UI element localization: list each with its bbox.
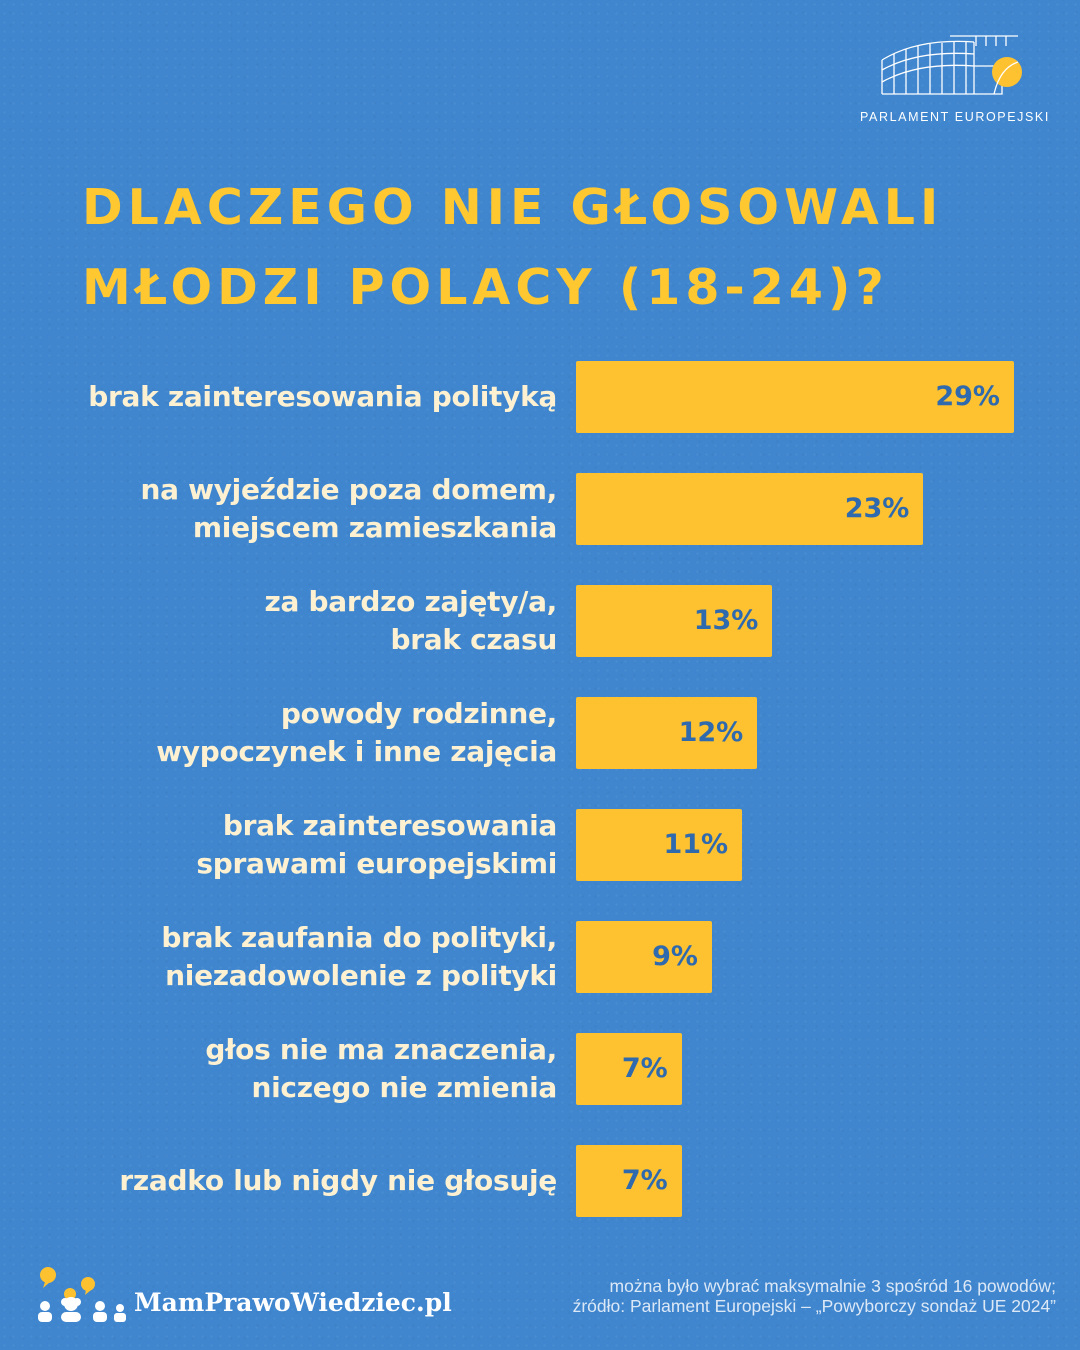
bar-value-label: 23% [844, 493, 910, 524]
bar-label: głos nie ma znaczenia, niczego nie zmieni… [60, 1031, 557, 1107]
bar: 29% [576, 361, 1014, 433]
bar-value-label: 9% [652, 941, 698, 972]
bar-label-line: powody rodzinne, [280, 697, 557, 730]
bar-label-line: niezadowolenie z polityki [165, 959, 557, 992]
brand-logo: MamPrawoWiedziec.pl [34, 1262, 452, 1322]
bar-value-label: 29% [935, 381, 1000, 412]
bar-label-line: głos nie ma znaczenia, [205, 1033, 557, 1066]
bar-value-label: 7% [621, 1165, 668, 1196]
title-line-2: MŁODZI POLACY (18-24)? [82, 259, 889, 316]
bar-label-line: sprawami europejskimi [196, 847, 557, 880]
bar-label-line: brak zainteresowania [222, 809, 557, 842]
bar: 23% [576, 473, 924, 545]
bar-label: brak zainteresowania sprawami europejskim… [60, 807, 557, 883]
bar: 12% [576, 697, 758, 769]
bar-label: rzadko lub nigdy nie głosuję [60, 1162, 557, 1200]
title-line-1: DLACZEGO NIE GŁOSOWALI [82, 179, 944, 236]
bar-label: powody rodzinne, wypoczynek i inne zajęci… [60, 695, 557, 771]
bar-label: za bardzo zajęty/a, brak czasu [60, 583, 558, 659]
parliament-building-icon [881, 35, 1022, 95]
bar-label-line: niczego nie zmienia [251, 1071, 558, 1104]
bar-label-line: miejscem zamieszkania [192, 511, 557, 544]
brand-name: MamPrawoWiedziec.pl [134, 1288, 452, 1317]
footnote-line-2: źródło: Parlament Europejski – „Powyborc… [572, 1296, 1056, 1316]
european-parliament-logo: PARLAMENT EUROPEJSKI [860, 32, 1050, 127]
bar-value-label: 11% [663, 829, 729, 860]
bar: 7% [576, 1145, 682, 1217]
bar-label: brak zainteresowania polityką [60, 378, 557, 416]
page-title: DLACZEGO NIE GŁOSOWALI MŁODZI POLACY (18… [82, 168, 1002, 328]
bar-value-label: 13% [693, 605, 759, 636]
footnote: można było wybrać maksymalnie 3 spośród … [456, 1276, 1056, 1316]
bar-value-label: 7% [621, 1053, 668, 1084]
bar-label-line: brak zainteresowania polityką [88, 380, 557, 413]
bar-label-line: rzadko lub nigdy nie głosuję [119, 1164, 557, 1197]
bar-label: brak zaufania do polityki, niezadowolenie… [60, 919, 557, 995]
bar-label-line: brak czasu [390, 623, 557, 656]
bar: 7% [576, 1033, 682, 1105]
bar-label-line: brak zaufania do polityki, [161, 921, 557, 954]
bar: 13% [576, 585, 773, 657]
people-speech-bubbles-icon [38, 1267, 126, 1322]
bar: 11% [576, 809, 743, 881]
bar: 9% [576, 921, 712, 993]
bar-value-label: 12% [678, 717, 744, 748]
bar-label-line: na wyjeździe poza domem, [140, 473, 557, 506]
bar-label-line: za bardzo zajęty/a, [264, 585, 558, 618]
logo-text: PARLAMENT EUROPEJSKI [860, 110, 1050, 124]
bar-label-line: wypoczynek i inne zajęcia [156, 735, 557, 768]
footnote-line-1: można było wybrać maksymalnie 3 spośród … [609, 1276, 1056, 1296]
bar-label: na wyjeździe poza domem, miejscem zamiesz… [60, 471, 557, 547]
